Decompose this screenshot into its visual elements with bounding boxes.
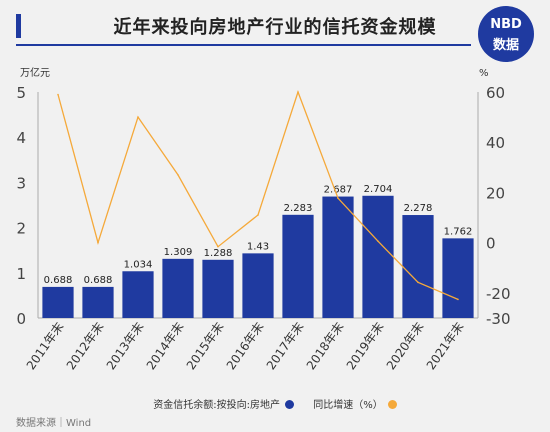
title-bar: 近年来投向房地产行业的信托资金规模 NBD 数据	[0, 0, 550, 62]
category-label: 2018年末	[304, 320, 347, 373]
legend-dot-bar	[285, 400, 295, 409]
growth-rate-point	[337, 197, 339, 200]
bar-value-label: 2.278	[404, 203, 433, 214]
growth-rate-point	[217, 245, 219, 248]
growth-rate-point	[137, 116, 139, 118]
bar-value-label: 1.288	[204, 248, 233, 259]
bar-value-label: 1.034	[124, 259, 153, 270]
right-tick-label: 60	[486, 84, 505, 102]
category-label: 2021年末	[424, 320, 467, 373]
bar	[242, 253, 274, 318]
category-label: 2015年末	[184, 320, 227, 373]
growth-rate-point	[177, 174, 179, 176]
title-rule	[16, 44, 471, 46]
right-tick-label: -20	[486, 285, 511, 303]
bar	[162, 258, 194, 318]
left-axis-unit: 万亿元	[20, 66, 50, 79]
left-tick-label: 5	[16, 84, 26, 102]
category-label: 2016年末	[224, 320, 267, 373]
right-tick-label: 40	[486, 134, 505, 152]
right-tick-label: -30	[486, 310, 511, 328]
nbd-logo: NBD 数据	[478, 6, 534, 62]
bar-value-label: 0.688	[84, 275, 113, 286]
bar-value-label: 1.309	[164, 247, 193, 258]
legend-item-bar: 资金信托余额:按投向:房地产	[153, 396, 295, 411]
left-tick-label: 2	[16, 220, 26, 238]
bar	[42, 286, 74, 318]
legend-dot-line	[387, 400, 397, 409]
growth-rate-point	[457, 298, 459, 301]
growth-rate-point	[297, 91, 299, 93]
growth-rate-point	[257, 214, 259, 216]
bar-value-label: 2.687	[324, 185, 353, 196]
bar-value-label: 2.283	[284, 203, 313, 214]
left-tick-label: 3	[16, 174, 26, 192]
category-label: 2020年末	[384, 320, 427, 373]
category-label: 2014年末	[144, 320, 187, 373]
logo-text-data: 数据	[492, 38, 519, 53]
chart-title: 近年来投向房地产行业的信托资金规模	[113, 17, 437, 38]
legend: 资金信托余额:按投向:房地产 同比增速（%）	[0, 396, 550, 411]
bar	[122, 271, 154, 318]
bar-value-label: 0.688	[44, 275, 73, 286]
bar	[282, 214, 314, 318]
bar-value-label: 1.43	[247, 241, 269, 252]
category-label: 2012年末	[64, 320, 107, 373]
category-label: 2017年末	[264, 320, 307, 373]
source-label: 数据来源｜Wind	[16, 418, 92, 429]
left-tick-label: 4	[16, 129, 26, 147]
category-label: 2011年末	[24, 320, 67, 373]
legend-label-line: 同比增速（%）	[313, 400, 383, 411]
right-tick-label: 20	[486, 184, 505, 202]
bar	[202, 259, 234, 318]
legend-item-line: 同比增速（%）	[313, 396, 397, 411]
growth-rate-point	[97, 241, 99, 244]
bar	[82, 286, 114, 318]
bar	[362, 195, 394, 318]
bar	[322, 196, 354, 318]
growth-rate-point	[57, 93, 59, 96]
category-label: 2019年末	[344, 320, 387, 373]
legend-label-bar: 资金信托余额:按投向:房地产	[153, 400, 281, 411]
bar-value-label: 1.762	[444, 226, 473, 237]
bar	[402, 215, 434, 318]
growth-rate-point	[417, 281, 419, 284]
right-axis-unit: %	[479, 68, 489, 79]
title-accent	[16, 14, 21, 38]
left-tick-label: 1	[16, 265, 26, 283]
left-tick-label: 0	[16, 310, 26, 328]
category-label: 2013年末	[104, 320, 147, 373]
right-tick-label: 0	[486, 235, 496, 253]
bar-value-label: 2.704	[364, 184, 393, 195]
growth-rate-point	[377, 240, 379, 242]
logo-text-nbd: NBD	[490, 17, 522, 32]
bar	[442, 238, 474, 318]
